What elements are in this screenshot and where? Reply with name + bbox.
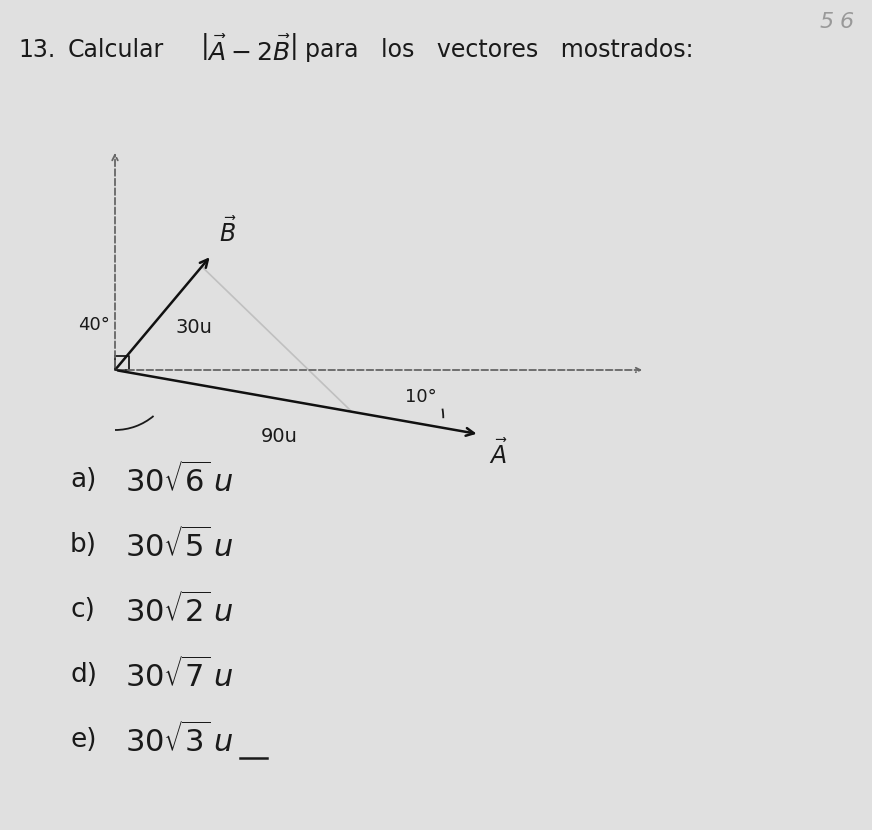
Text: para   los   vectores   mostrados:: para los vectores mostrados: (305, 38, 693, 62)
Text: 13.: 13. (18, 38, 55, 62)
Text: c): c) (70, 597, 95, 623)
Text: $\vec{B}$: $\vec{B}$ (220, 217, 237, 247)
Text: 6: 6 (840, 12, 855, 32)
Text: $30\sqrt{3}\,u$: $30\sqrt{3}\,u$ (125, 722, 233, 758)
Text: 40°: 40° (78, 316, 110, 334)
Text: $30\sqrt{5}\,u$: $30\sqrt{5}\,u$ (125, 527, 233, 563)
Text: $30\sqrt{6}\,u$: $30\sqrt{6}\,u$ (125, 462, 233, 498)
Text: $\vec{A}$: $\vec{A}$ (489, 439, 508, 469)
Text: 90u: 90u (261, 427, 297, 446)
Text: $30\sqrt{7}\,u$: $30\sqrt{7}\,u$ (125, 657, 233, 693)
Text: b): b) (70, 532, 97, 558)
Text: 5: 5 (820, 12, 835, 32)
Text: $30\sqrt{2}\,u$: $30\sqrt{2}\,u$ (125, 592, 233, 628)
Text: Calcular: Calcular (68, 38, 164, 62)
Text: 30u: 30u (175, 318, 212, 337)
Text: e): e) (70, 727, 97, 753)
Text: 10°: 10° (405, 388, 437, 406)
Text: a): a) (70, 467, 97, 493)
Text: $\left|\vec{A}-2\vec{B}\right|$: $\left|\vec{A}-2\vec{B}\right|$ (200, 34, 297, 65)
Text: d): d) (70, 662, 97, 688)
